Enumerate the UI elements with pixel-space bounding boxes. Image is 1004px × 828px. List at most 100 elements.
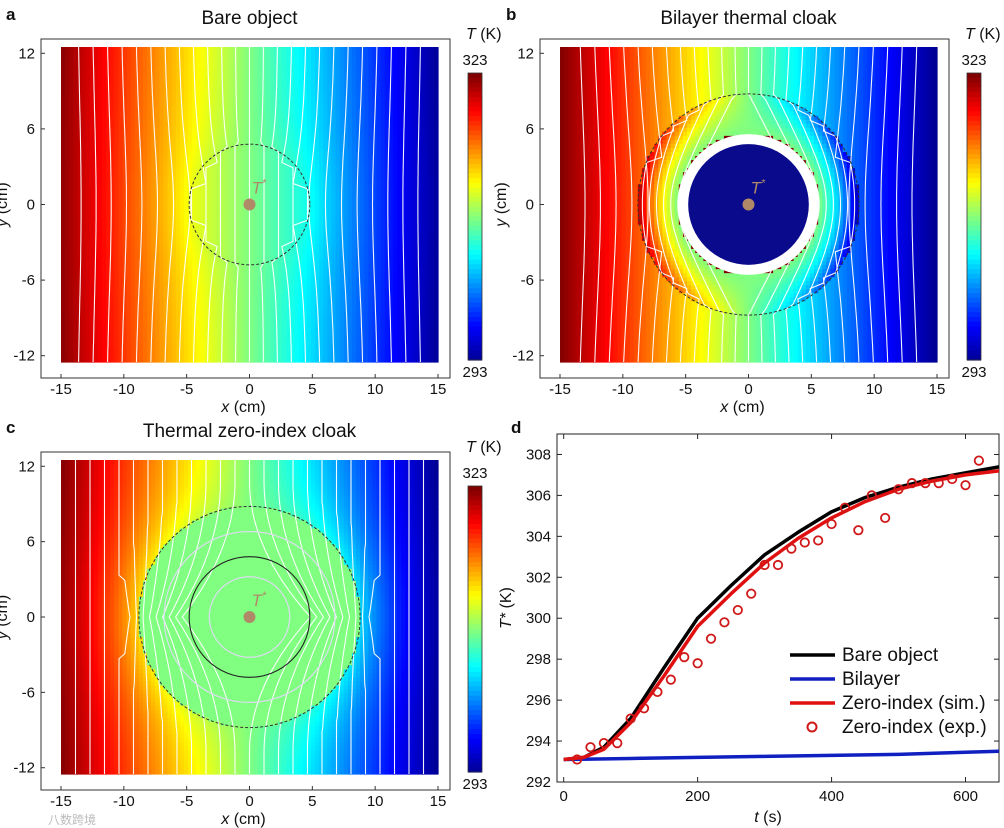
heatmap-cell: [225, 196, 230, 201]
heatmap-cell: [270, 95, 275, 100]
heatmap-cell: [213, 358, 218, 363]
heatmap-cell: [65, 330, 70, 335]
heatmap-cell: [278, 51, 283, 56]
heatmap-cell: [200, 120, 205, 125]
heatmap-cell: [118, 293, 123, 298]
heatmap-cell: [159, 314, 164, 319]
heatmap-cell: [266, 269, 271, 274]
heatmap-cell: [233, 269, 238, 274]
heatmap-cell: [127, 51, 132, 56]
heatmap-cell: [188, 245, 193, 250]
heatmap-cell: [209, 354, 214, 359]
heatmap-cell: [86, 205, 91, 210]
heatmap-cell: [184, 67, 189, 72]
heatmap-cell: [139, 354, 144, 359]
heatmap-cell: [176, 124, 181, 129]
heatmap-cell: [250, 334, 255, 339]
heatmap-cell: [270, 71, 275, 76]
heatmap-cell: [159, 128, 164, 133]
heatmap-cell: [127, 265, 132, 270]
heatmap-cell: [61, 301, 66, 306]
heatmap-cell: [94, 338, 99, 343]
heatmap-cell: [155, 314, 160, 319]
heatmap-cell: [147, 188, 152, 193]
heatmap-cell: [229, 112, 234, 117]
heatmap-cell: [155, 289, 160, 294]
heatmap-cell: [135, 265, 140, 270]
heatmap-cell: [196, 322, 201, 327]
heatmap-cell: [254, 237, 259, 242]
heatmap-cell: [114, 91, 119, 96]
heatmap-cell: [172, 160, 177, 165]
heatmap-cell: [139, 318, 144, 323]
heatmap-cell: [229, 354, 234, 359]
heatmap-cell: [81, 148, 86, 153]
heatmap-cell: [86, 225, 91, 230]
heatmap-cell: [196, 326, 201, 331]
heatmap-cell: [143, 140, 148, 145]
heatmap-cell: [73, 354, 78, 359]
heatmap-cell: [98, 305, 103, 310]
heatmap-cell: [209, 229, 214, 234]
heatmap-cell: [237, 229, 242, 234]
heatmap-cell: [69, 314, 74, 319]
heatmap-cell: [127, 160, 132, 165]
heatmap-cell: [209, 180, 214, 185]
heatmap-cell: [274, 265, 279, 270]
heatmap-cell: [81, 192, 86, 197]
heatmap-cell: [106, 176, 111, 181]
heatmap-cell: [114, 184, 119, 189]
heatmap-cell: [135, 168, 140, 173]
heatmap-cell: [143, 334, 148, 339]
heatmap-cell: [147, 164, 152, 169]
heatmap-cell: [127, 314, 132, 319]
heatmap-cell: [221, 330, 226, 335]
heatmap-cell: [221, 83, 226, 88]
heatmap-cell: [135, 87, 140, 92]
heatmap-cell: [176, 160, 181, 165]
heatmap-cell: [61, 180, 66, 185]
heatmap-cell: [237, 55, 242, 60]
heatmap-cell: [110, 301, 115, 306]
heatmap-cell: [266, 326, 271, 331]
heatmap-cell: [102, 265, 107, 270]
heatmap-cell: [106, 358, 111, 363]
heatmap-cell: [69, 156, 74, 161]
heatmap-cell: [98, 164, 103, 169]
heatmap-cell: [217, 136, 222, 141]
heatmap-cell: [90, 95, 95, 100]
heatmap-cell: [266, 100, 271, 105]
heatmap-cell: [86, 358, 91, 363]
heatmap-cell: [69, 108, 74, 113]
heatmap-cell: [73, 120, 78, 125]
heatmap-cell: [65, 132, 70, 137]
heatmap-cell: [176, 318, 181, 323]
heatmap-cell: [139, 293, 144, 298]
heatmap-cell: [127, 354, 132, 359]
heatmap-cell: [254, 51, 259, 56]
heatmap-cell: [188, 314, 193, 319]
heatmap-cell: [155, 310, 160, 315]
heatmap-cell: [73, 184, 78, 189]
heatmap-cell: [86, 188, 91, 193]
heatmap-cell: [258, 100, 263, 105]
heatmap-cell: [77, 71, 82, 76]
heatmap-cell: [266, 225, 271, 230]
heatmap-cell: [143, 156, 148, 161]
heatmap-cell: [61, 156, 66, 161]
heatmap-cell: [98, 318, 103, 323]
heatmap-cell: [98, 277, 103, 282]
heatmap-cell: [221, 253, 226, 258]
heatmap-cell: [237, 293, 242, 298]
heatmap-cell: [270, 205, 275, 210]
heatmap-cell: [266, 257, 271, 262]
heatmap-cell: [180, 213, 185, 218]
heatmap-cell: [172, 293, 177, 298]
heatmap-cell: [217, 120, 222, 125]
heatmap-cell: [147, 168, 152, 173]
heatmap-cell: [61, 277, 66, 282]
heatmap-cell: [127, 297, 132, 302]
heatmap-cell: [131, 326, 136, 331]
heatmap-cell: [102, 156, 107, 161]
heatmap-cell: [250, 79, 255, 84]
